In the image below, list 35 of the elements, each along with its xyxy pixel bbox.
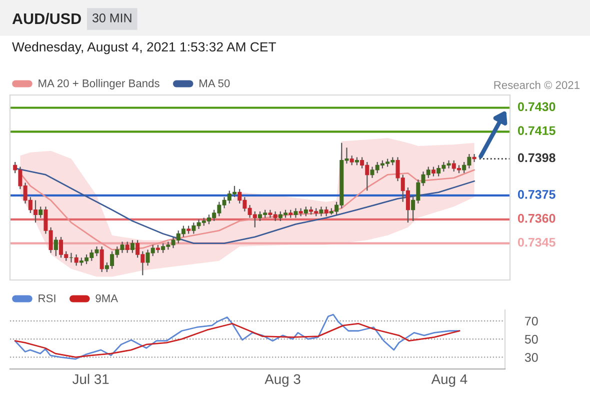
line-series — [14, 322, 460, 358]
legend-label: 9MA — [96, 294, 118, 302]
x-tick-label: Aug 3 — [264, 374, 300, 387]
chart-subtitle: Wednesday, August 4, 2021 1:53:32 AM CET — [12, 42, 276, 54]
candlestick — [472, 153, 476, 163]
candlestick — [304, 206, 308, 217]
candlestick — [319, 206, 324, 217]
legend-label: RSI — [38, 294, 56, 302]
candlestick — [431, 166, 436, 177]
text: Research © 2021 — [494, 80, 580, 89]
ref-line-label: 0.7415 — [518, 126, 556, 136]
y-tick-label: 50 — [524, 334, 538, 344]
candlestick — [324, 206, 328, 217]
ref-line-label: 0.7360 — [518, 214, 556, 223]
line-series — [14, 314, 460, 360]
ref-line-label: 0.7430 — [518, 102, 556, 112]
candlestick — [100, 246, 104, 273]
candlestick — [350, 155, 354, 166]
ref-line-label: 0.7398 — [518, 153, 556, 162]
candlestick — [130, 240, 134, 254]
y-tick-label: 30 — [524, 353, 538, 362]
candlestick — [38, 206, 43, 218]
ref-line-label: 0.7345 — [518, 238, 556, 247]
candlestick — [74, 254, 78, 266]
chart-title: AUD/USD — [12, 12, 81, 24]
candlestick — [294, 208, 298, 218]
legend-label: MA 20 + Bollinger Bands — [38, 79, 160, 90]
ref-line-label: 0.7375 — [518, 190, 556, 199]
x-tick-label: Jul 31 — [72, 374, 109, 384]
x-tick-label: Aug 4 — [431, 374, 468, 387]
y-tick-label: 70 — [525, 316, 538, 326]
candlestick — [54, 236, 58, 257]
legend-label: MA 50 — [200, 79, 230, 88]
candlestick — [125, 241, 130, 254]
text: 30 MIN — [92, 14, 132, 22]
